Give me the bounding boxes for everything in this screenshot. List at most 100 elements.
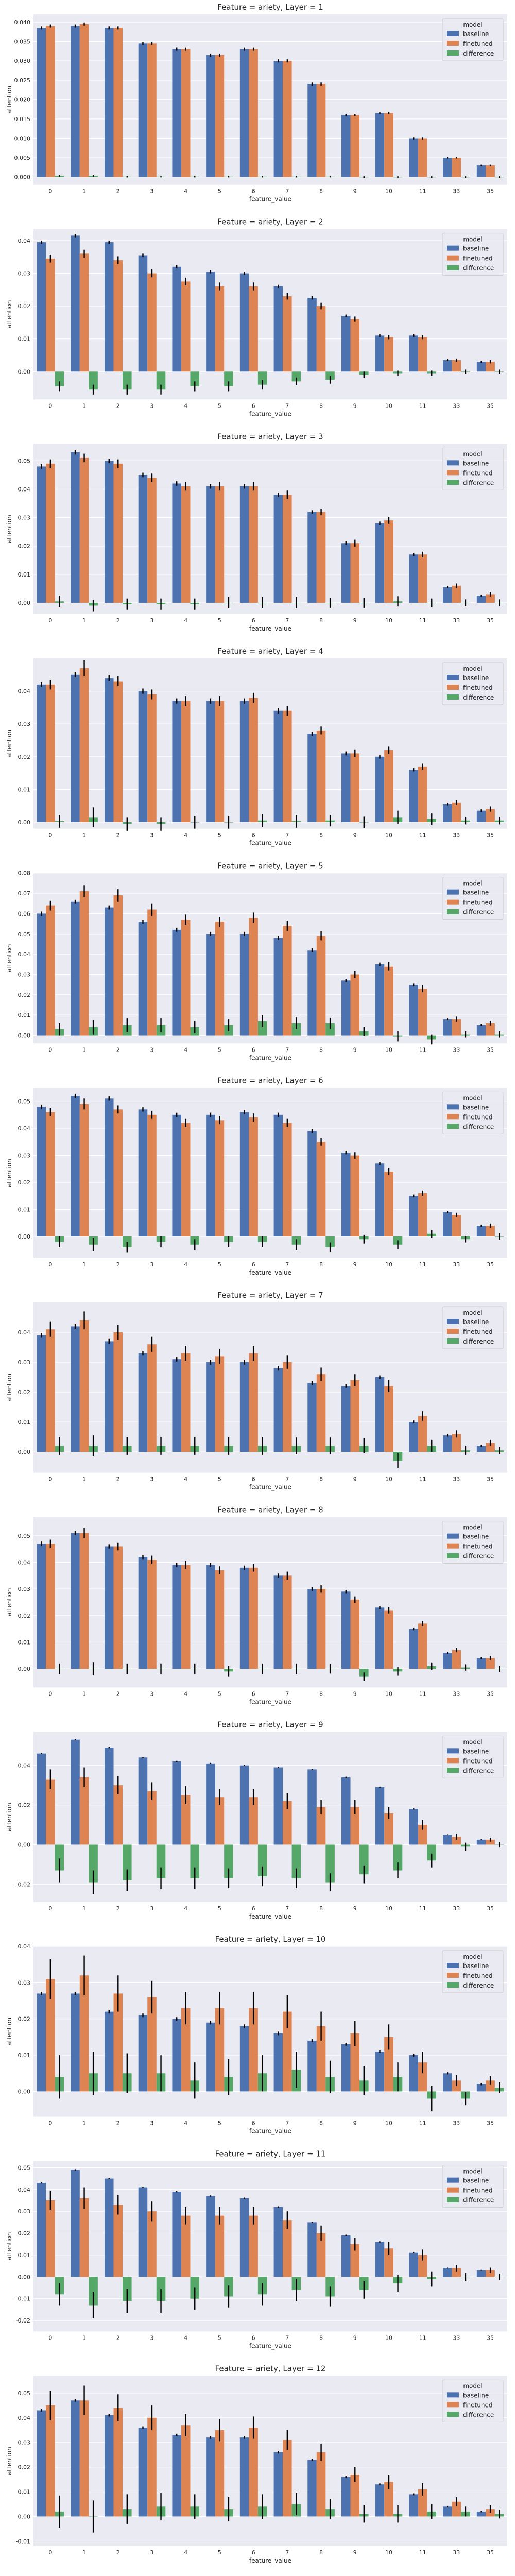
bar-baseline-1	[71, 1533, 80, 1669]
x-tick-label: 0	[48, 1476, 52, 1483]
bar-finetuned-3	[147, 478, 157, 603]
legend-swatch-difference	[447, 265, 459, 270]
legend-label-baseline: baseline	[463, 1533, 489, 1540]
x-tick-label: 4	[184, 832, 187, 839]
bar-finetuned-5	[215, 1120, 225, 1237]
bar-baseline-2	[105, 28, 114, 177]
y-tick-label: 0.00	[18, 1032, 31, 1039]
bar-finetuned-33	[452, 158, 461, 177]
bar-baseline-7	[273, 1114, 283, 1237]
legend-swatch-difference	[447, 1338, 459, 1344]
y-tick-label: 0.05	[18, 931, 31, 938]
y-tick-label: 0.05	[18, 1533, 31, 1539]
x-tick-label: 7	[285, 617, 289, 624]
x-tick-label: 2	[116, 188, 120, 195]
bar-finetuned-4	[181, 1353, 191, 1452]
bar-baseline-35	[476, 1025, 486, 1036]
x-tick-label: 5	[218, 832, 221, 839]
x-tick-label: 6	[252, 1905, 255, 1912]
bar-baseline-35	[476, 596, 486, 603]
bar-baseline-8	[307, 1769, 317, 1845]
x-tick-label: 0	[48, 402, 52, 409]
bar-baseline-10	[375, 964, 385, 1036]
bar-baseline-11	[409, 335, 418, 372]
x-tick-label: 35	[487, 1690, 494, 1697]
legend-label-finetuned: finetuned	[463, 255, 492, 262]
bar-baseline-1	[71, 674, 80, 822]
x-axis-label: feature_value	[249, 625, 291, 632]
bar-baseline-11	[409, 770, 418, 822]
bar-baseline-7	[273, 2033, 283, 2092]
legend-swatch-difference	[447, 2412, 459, 2417]
bar-baseline-6	[239, 1112, 249, 1237]
legend: model baseline finetuned difference	[442, 2165, 504, 2208]
bar-baseline-8	[307, 84, 317, 177]
bar-finetuned-2	[113, 1785, 123, 1845]
x-tick-label: 33	[453, 2120, 460, 2127]
bar-finetuned-6	[249, 2215, 258, 2277]
bar-finetuned-1	[79, 1777, 89, 1845]
bar-finetuned-6	[249, 1117, 258, 1237]
bar-finetuned-7	[283, 1801, 292, 1845]
x-tick-label: 5	[218, 2120, 221, 2127]
bar-baseline-7	[273, 2207, 283, 2277]
bar-baseline-6	[239, 2437, 249, 2517]
bar-finetuned-6	[249, 1567, 258, 1669]
bar-baseline-9	[341, 980, 351, 1036]
bar-baseline-0	[37, 1335, 46, 1452]
bar-finetuned-2	[113, 28, 123, 177]
legend-label-baseline: baseline	[463, 889, 489, 896]
x-tick-label: 33	[453, 2549, 460, 2556]
y-tick-label: 0.02	[18, 2016, 31, 2023]
legend-box	[442, 877, 504, 920]
bar-baseline-11	[409, 1196, 418, 1237]
x-tick-label: 1	[82, 1905, 86, 1912]
legend: model baseline finetuned difference	[442, 18, 504, 61]
x-tick-label: 1	[82, 402, 86, 409]
x-tick-label: 11	[419, 402, 426, 409]
x-axis-label: feature_value	[249, 840, 291, 847]
x-tick-label: 3	[150, 1261, 154, 1268]
x-tick-label: 10	[385, 1046, 392, 1053]
x-tick-label: 33	[453, 1046, 460, 1053]
bar-finetuned-10	[384, 2037, 393, 2092]
bar-finetuned-0	[46, 463, 55, 603]
x-tick-label: 10	[385, 402, 392, 409]
bar-baseline-5	[206, 1362, 215, 1452]
x-tick-label: 11	[419, 832, 426, 839]
x-tick-label: 8	[319, 1690, 323, 1697]
y-tick-label: 0.03	[18, 1586, 31, 1592]
x-tick-label: 2	[116, 1476, 120, 1483]
legend-label-baseline: baseline	[463, 2177, 489, 2184]
chart-panel-layer-8: Feature = ariety, Layer = 8 0.00 0.01 0.02 0…	[6, 1505, 507, 1705]
bar-finetuned-33	[452, 1837, 461, 1845]
bar-finetuned-3	[147, 273, 157, 372]
bar-baseline-11	[409, 1422, 418, 1452]
bar-finetuned-0	[46, 684, 55, 822]
y-tick-label: 0.03	[18, 2439, 31, 2446]
chart-title: Feature = ariety, Layer = 8	[217, 1505, 323, 1515]
x-tick-label: 8	[319, 1261, 323, 1268]
bar-baseline-5	[206, 701, 215, 822]
bar-finetuned-4	[181, 486, 191, 603]
bar-baseline-10	[375, 1377, 385, 1452]
bar-baseline-8	[307, 1589, 317, 1669]
bar-finetuned-4	[181, 2425, 191, 2517]
bar-finetuned-3	[147, 2417, 157, 2517]
bar-finetuned-11	[418, 2062, 427, 2092]
bar-baseline-3	[138, 691, 148, 822]
bar-baseline-6	[239, 2026, 249, 2092]
x-tick-label: 4	[184, 188, 187, 195]
y-tick-label: 0.04	[18, 1560, 31, 1566]
legend-swatch-finetuned	[447, 41, 459, 46]
bar-baseline-33	[443, 1435, 452, 1452]
bar-finetuned-6	[249, 1353, 258, 1452]
x-axis-label: feature_value	[249, 1698, 291, 1705]
y-tick-label: 0.04	[18, 1329, 31, 1336]
bar-baseline-8	[307, 2460, 317, 2517]
bar-finetuned-0	[46, 26, 55, 177]
bar-baseline-4	[172, 49, 181, 177]
bar-finetuned-8	[316, 1807, 326, 1845]
y-tick-label: 0.00	[18, 2088, 31, 2095]
x-tick-label: 5	[218, 617, 221, 624]
